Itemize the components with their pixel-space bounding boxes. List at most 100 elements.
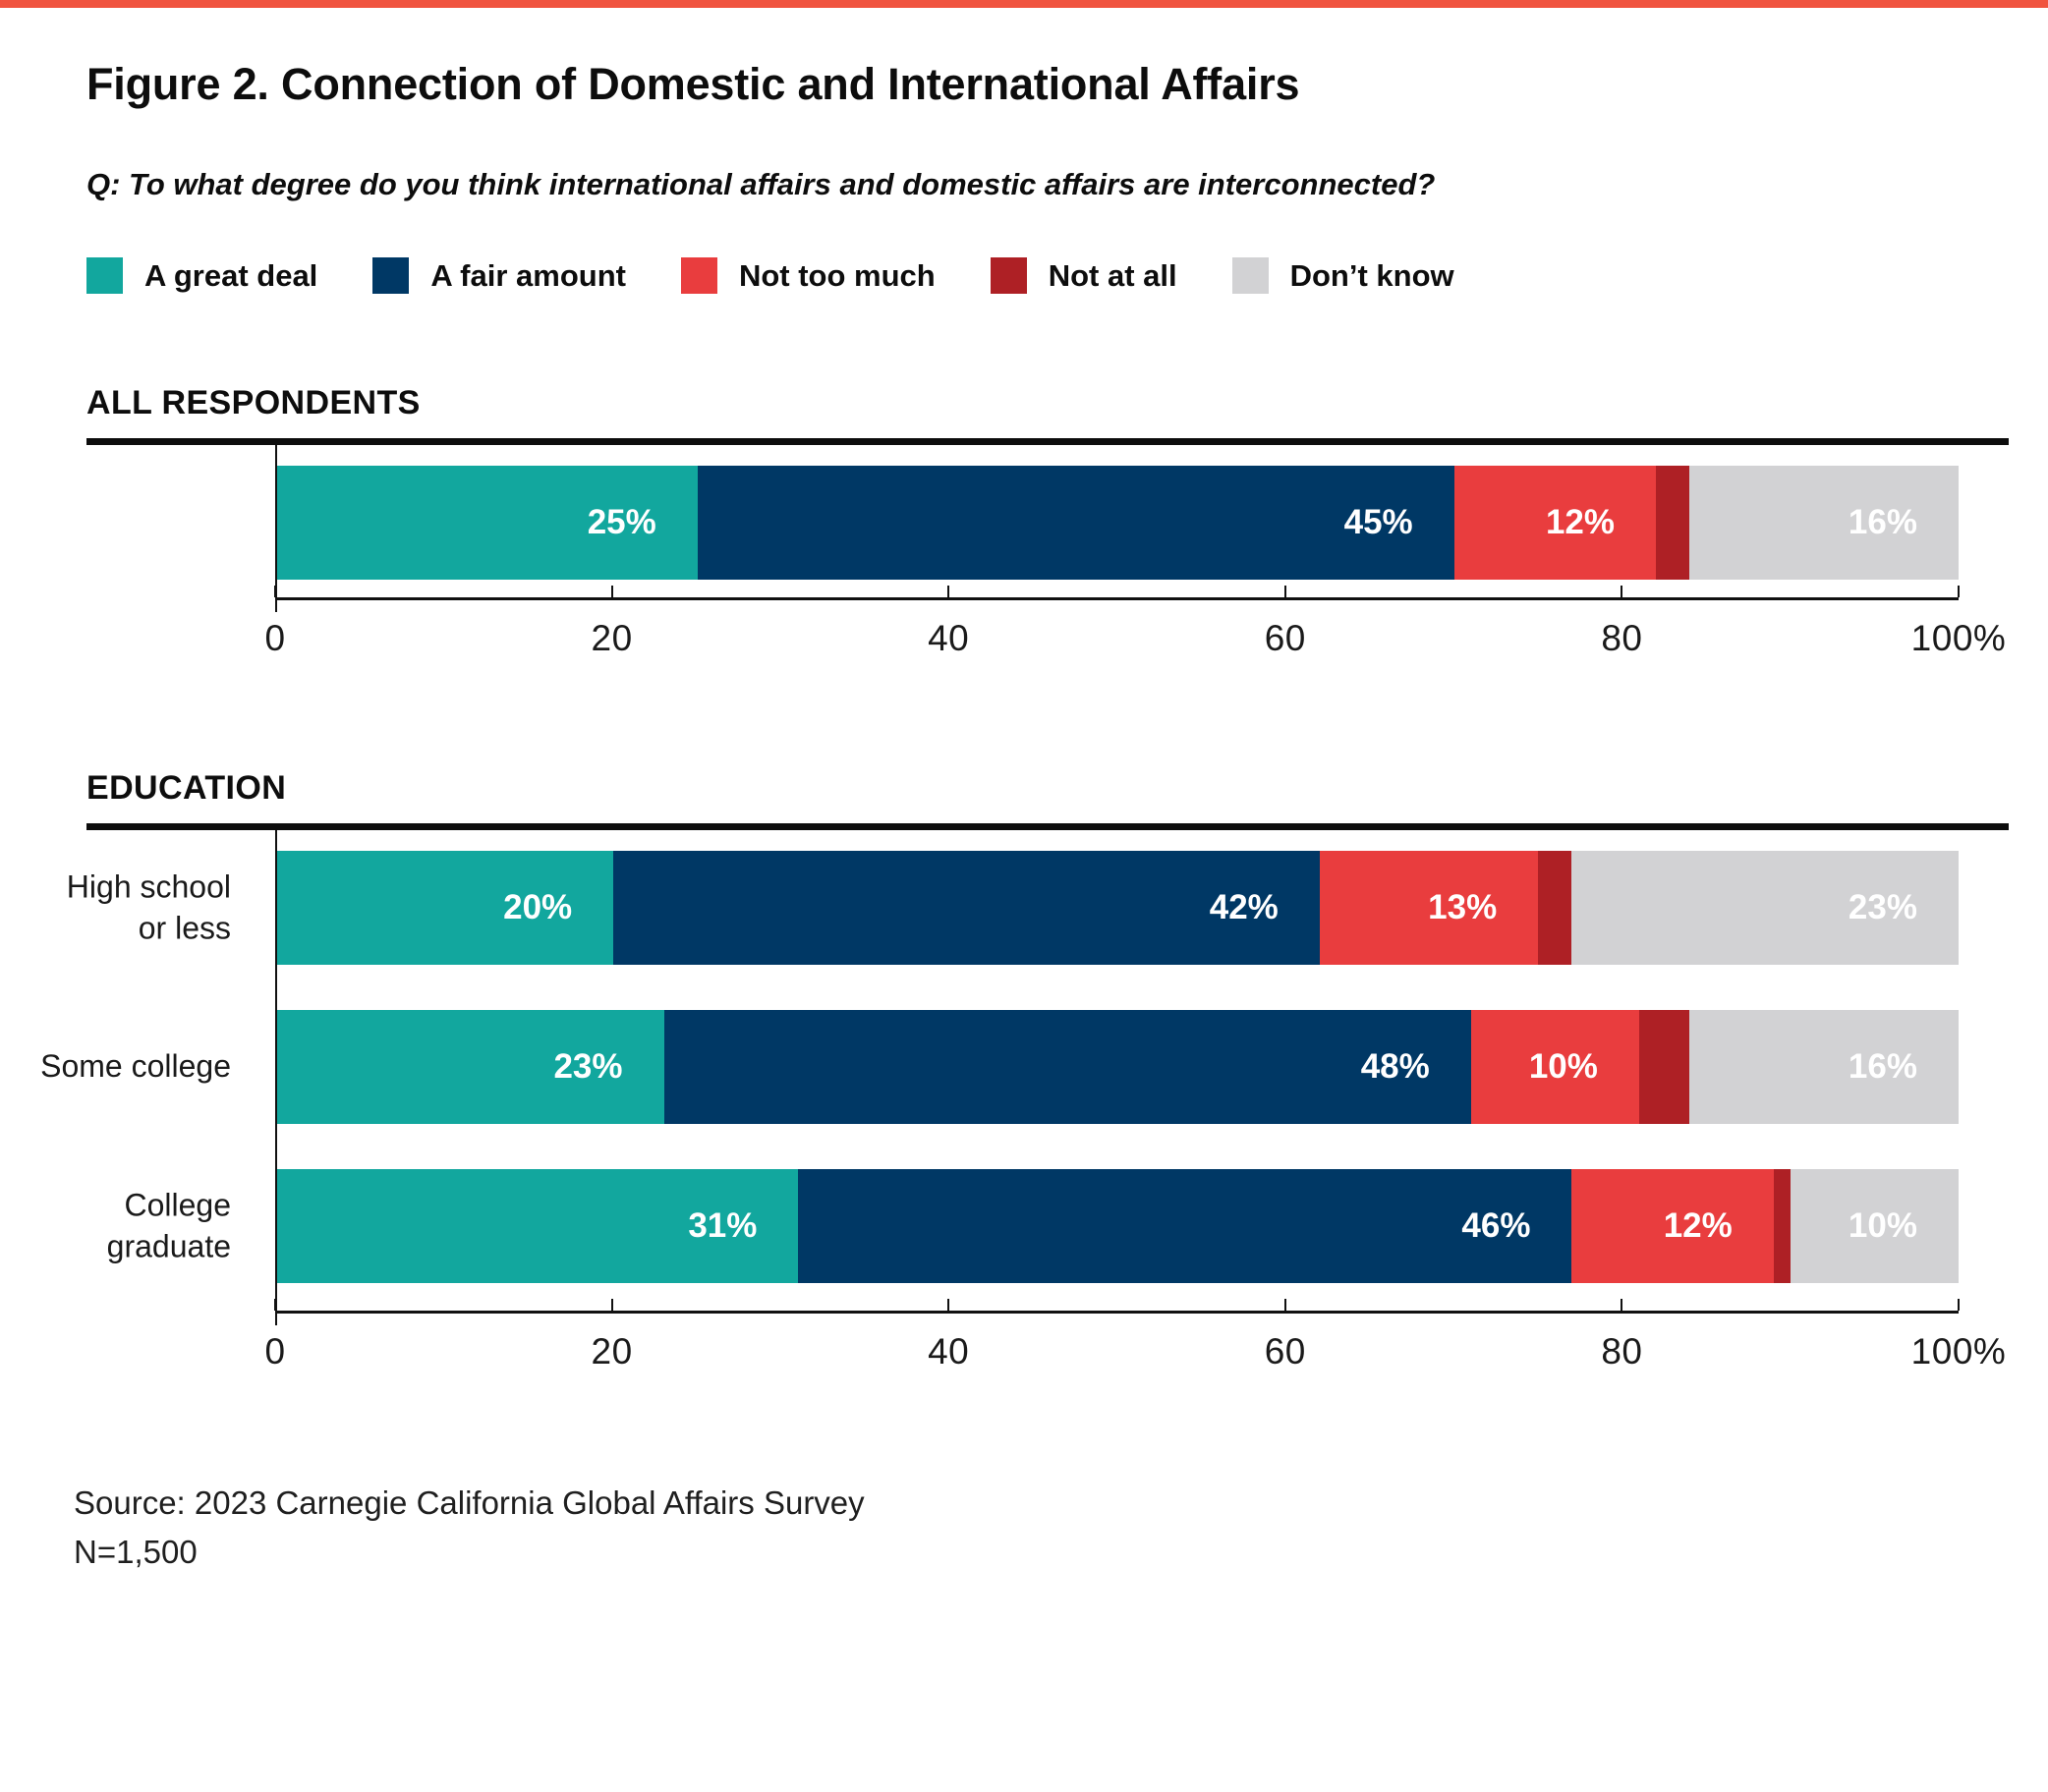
section-rule [86,823,2009,830]
axis-tick-label: 80 [1601,1331,1643,1372]
axis-tick-label: 40 [928,1331,970,1372]
axis-tick-labels: 0 20 40 60 80 100% [264,1331,2005,1376]
legend-swatch [86,257,123,294]
bar-segment: 13% [1319,851,1539,965]
bar-segment: 20% [277,851,614,965]
bars-area: High school or less 20% 42% 13% 23% Some coll… [40,830,1959,1283]
chart-all-respondents: 25% 45% 12% 16% 0 20 40 60 80 100% [264,445,2006,663]
top-accent-bar [0,0,2048,8]
bar-segment: 12% [1453,466,1656,580]
bar-segment-label: 45% [1343,503,1413,541]
bar-segment: 42% [613,851,1320,965]
axis-tick-label: 0 [264,618,286,658]
bar-segment-label: 13% [1428,888,1498,926]
legend-item: Not too much [680,257,936,294]
section-rule [86,438,2009,445]
bar-segment [1638,1010,1690,1124]
legend-item: A great deal [86,257,317,294]
legend-label: A fair amount [430,257,626,293]
row-gap [275,1124,1959,1169]
legend: A great deal A fair amount Not too much Not… [86,257,2009,294]
bar-segment: 16% [1689,466,1959,580]
axis-tick-label: 20 [591,618,633,658]
bar-segment-label: 25% [587,503,656,541]
legend-label: Don’t know [1289,257,1454,293]
bar-row: College graduate 31% 46% 12% 10% [107,1169,1959,1283]
bar-segment-label: 48% [1360,1047,1430,1086]
bar-segment: 16% [1689,1010,1959,1124]
bar-segment: 10% [1790,1169,1959,1283]
legend-label: Not too much [738,257,936,293]
legend-swatch [372,257,410,294]
bar-segment-label: 20% [503,888,573,926]
bar-segment: 48% [663,1010,1471,1124]
bar-row: 25% 45% 12% 16% [277,466,1959,580]
bar-segment-label: 16% [1848,1047,1917,1086]
y-axis-line [275,445,277,612]
bar-segment: 10% [1470,1010,1639,1124]
axis-tick-label: 80 [1601,618,1643,658]
legend-label: A great deal [144,257,318,293]
legend-swatch [680,257,717,294]
bars-area: 25% 45% 12% 16% [275,445,1959,580]
axis-tick [610,1299,613,1311]
bar-segment [1773,1169,1791,1283]
x-axis-line [274,1299,1960,1314]
legend-item: Don’t know [1231,257,1454,294]
bar-segment-label: 10% [1528,1047,1598,1086]
category-label: Some college [40,1048,231,1085]
section-all-respondents: ALL RESPONDENTS 25% 45% 12% 16% 0 20 40 60 80 100… [86,384,2009,663]
axis-tick [1621,1299,1623,1311]
axis-tick [1283,586,1286,597]
bar-row: Some college 23% 48% 10% 16% [40,1010,1959,1124]
figure-title: Figure 2. Connection of Domestic and Int… [86,59,1300,109]
axis-tick-label: 40 [928,618,970,658]
axis-tick-label: 20 [591,1331,633,1372]
x-axis-line [274,586,1960,600]
bar-segment-label: 12% [1545,503,1615,541]
bar-segment [1538,851,1572,965]
axis-gap [275,1283,1959,1311]
bar-segment-label: 10% [1848,1206,1917,1245]
bar-segment-label: 42% [1209,888,1279,926]
axis-tick [274,1299,276,1311]
category-label: College graduate [106,1187,231,1263]
axis-tick-label: 60 [1264,1331,1306,1372]
source-text: Source: 2023 Carnegie California Global … [74,1484,865,1521]
legend-item: Not at all [990,257,1177,294]
section-heading-all-respondents: ALL RESPONDENTS [86,384,421,421]
bar-row: High school or less 20% 42% 13% 23% [67,851,1959,965]
axis-tick [610,586,613,597]
bar-segment: 46% [798,1169,1572,1283]
legend-swatch [990,257,1027,294]
bar-segment: 31% [277,1169,799,1283]
axis-gap [275,580,1959,597]
legend-swatch [1231,257,1269,294]
axis-tick-label: 100% [1910,1331,2007,1372]
legend-label: Not at all [1048,257,1177,293]
axis-tick [947,586,950,597]
bar-segment: 25% [277,466,698,580]
axis-tick [947,1299,950,1311]
axis-tick [1621,586,1623,597]
y-axis-line [275,830,277,1325]
bar-segment [1656,466,1690,580]
section-education: EDUCATION High school or less 20% 42% 13% 23… [40,769,2009,1376]
axis-tick [1283,1299,1286,1311]
axis-tick-label: 0 [264,1331,286,1372]
bar-segment: 23% [277,1010,664,1124]
bar-segment-label: 16% [1848,503,1917,541]
bar-segment: 12% [1571,1169,1774,1283]
legend-item: A fair amount [372,257,626,294]
bar-segment: 23% [1571,851,1959,965]
figure-content: Figure 2. Connection of Domestic and Int… [0,59,2048,1576]
chart-education: High school or less 20% 42% 13% 23% Some coll… [40,830,2006,1376]
bar-segment-label: 23% [1848,888,1917,926]
sample-size-text: N=1,500 [74,1533,198,1570]
category-label: High school or less [66,868,231,945]
bar-segment: 45% [697,466,1454,580]
axis-tick-label: 100% [1910,618,2007,658]
axis-tick [274,586,276,597]
axis-tick [1958,1299,1960,1311]
